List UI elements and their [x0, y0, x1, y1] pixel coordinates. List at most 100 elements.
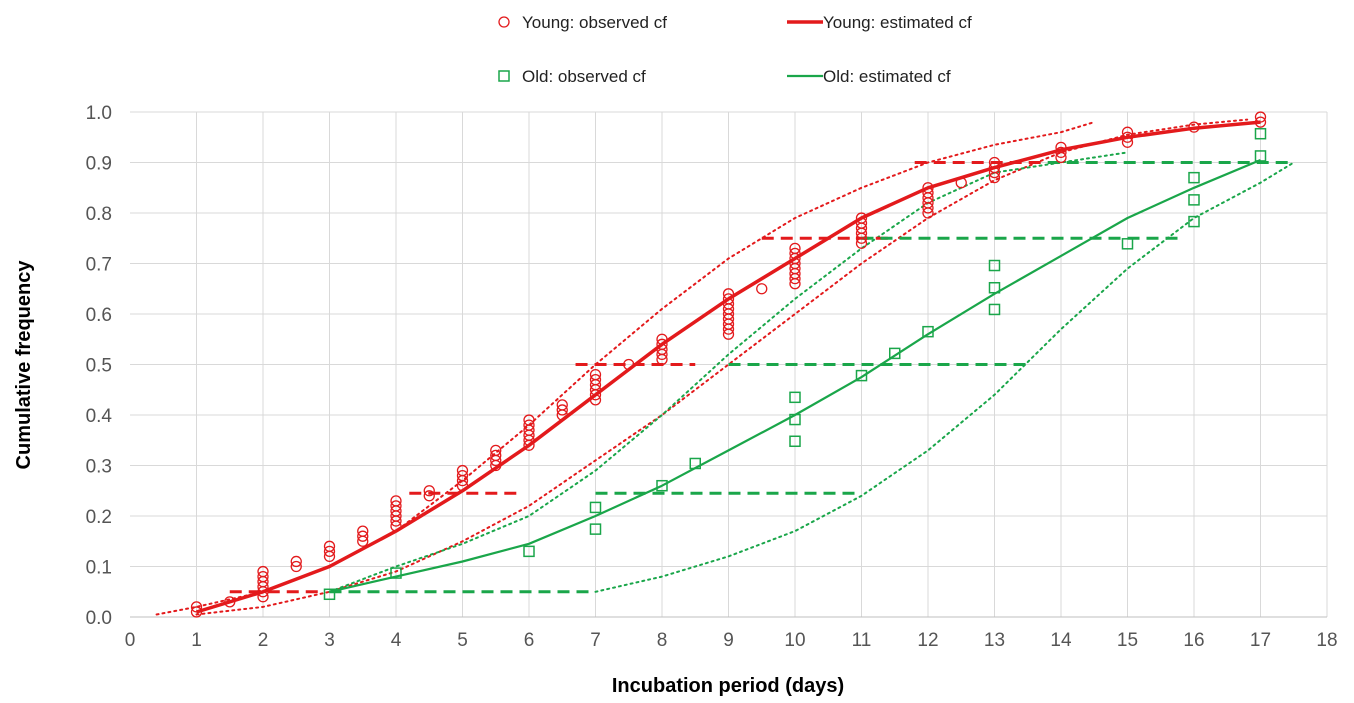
old-observed-point — [789, 435, 801, 448]
young-observed-point — [656, 338, 668, 350]
old-observed-point — [988, 303, 1001, 316]
y-axis-title: Cumulative frequency — [13, 260, 35, 470]
young-observed-point — [789, 242, 801, 255]
young-observed-point — [922, 187, 934, 199]
young-observed-point — [556, 399, 568, 411]
legend-label: Old: estimated cf — [823, 67, 951, 86]
young-observed-point — [290, 555, 302, 568]
x-tick-label: 6 — [524, 630, 535, 651]
young-observed-point — [589, 368, 602, 381]
y-tick-label: 0.0 — [86, 608, 112, 629]
young-observed-point — [789, 247, 801, 260]
x-tick-label: 7 — [590, 630, 601, 651]
legend: Young: observed cf Young: estimated cf Old… — [498, 13, 972, 86]
x-tick-label: 10 — [784, 630, 805, 651]
x-tick-label: 12 — [917, 630, 938, 651]
y-tick-label: 0.5 — [86, 356, 112, 377]
old-observed-point — [1188, 171, 1200, 184]
old-observed-point — [1188, 194, 1200, 206]
young-observed-point — [390, 495, 402, 507]
young-observed-point — [722, 293, 735, 305]
young-observed-point — [357, 525, 369, 537]
x-tick-labels: 0 1 2 3 4 5 6 7 8 9 10 11 12 13 14 15 16 17 18 — [125, 630, 1338, 651]
young-observed-point — [756, 283, 768, 295]
confidence-bands — [155, 118, 1295, 616]
young-observed-point — [523, 414, 535, 426]
legend-circle-marker — [498, 16, 510, 28]
old-observed-point — [656, 479, 668, 492]
x-tick-label: 8 — [657, 630, 668, 651]
y-tick-label: 0.4 — [86, 406, 113, 427]
young-observed-point — [257, 565, 269, 578]
y-tick-label: 0.6 — [86, 305, 112, 326]
old-observed-point — [1254, 150, 1267, 162]
young-observed-point — [855, 217, 868, 229]
observed-points — [190, 111, 1267, 618]
percentile-segments — [229, 161, 1294, 594]
young-observed-point — [190, 601, 203, 613]
young-observed-point — [423, 490, 435, 502]
y-tick-label: 0.2 — [86, 507, 112, 528]
young-observed-point — [922, 182, 934, 194]
x-tick-label: 16 — [1183, 630, 1204, 651]
young-observed-point — [290, 560, 302, 573]
young-observed-point — [224, 596, 236, 608]
y-tick-label: 0.7 — [86, 255, 112, 276]
old-observed-point — [789, 413, 801, 426]
x-tick-label: 18 — [1316, 630, 1337, 651]
x-tick-label: 1 — [191, 630, 202, 651]
old-observed-point — [523, 545, 535, 558]
x-tick-label: 13 — [984, 630, 1005, 651]
y-tick-label: 1.0 — [86, 103, 112, 124]
x-tick-label: 4 — [391, 630, 402, 651]
legend-label: Young: estimated cf — [823, 13, 972, 32]
old-observed-point — [1121, 238, 1134, 250]
young-observed-point — [257, 570, 269, 583]
old-confidence-band — [594, 161, 1295, 593]
young-observed-point — [490, 444, 502, 457]
x-tick-label: 5 — [457, 630, 468, 651]
old-observed-point — [323, 588, 336, 601]
young-observed-point — [456, 464, 469, 477]
young-observed-point — [1055, 146, 1067, 159]
young-observed-point — [589, 373, 602, 386]
young-observed-point — [357, 530, 369, 542]
young-observed-point — [1254, 111, 1267, 123]
old-observed-point — [1188, 215, 1200, 228]
y-tick-label: 0.1 — [86, 558, 112, 579]
young-observed-point — [190, 606, 203, 618]
legend-square-marker — [498, 70, 510, 82]
y-tick-label: 0.8 — [86, 204, 112, 225]
young-observed-point — [988, 156, 1001, 169]
y-tick-label: 0.9 — [86, 154, 112, 175]
young-observed-point — [1254, 116, 1267, 128]
young-confidence-band — [195, 118, 1249, 616]
old-observed-point — [589, 501, 602, 514]
old-observed-point — [390, 567, 402, 579]
y-tick-label: 0.3 — [86, 457, 112, 478]
young-observed-point — [1188, 121, 1200, 133]
old-observed-point — [1254, 127, 1267, 140]
x-axis-title: Incubation period (days) — [612, 675, 844, 697]
legend-label: Young: observed cf — [522, 13, 667, 32]
x-tick-label: 9 — [723, 630, 734, 651]
young-observed-point — [1055, 141, 1067, 154]
young-observed-point — [556, 404, 568, 416]
x-tick-label: 0 — [125, 630, 136, 651]
young-observed-point — [323, 540, 336, 552]
young-observed-point — [423, 485, 435, 497]
young-observed-point — [1121, 126, 1134, 138]
young-observed-point — [323, 545, 336, 557]
x-tick-label: 3 — [324, 630, 335, 651]
old-observed-point — [889, 347, 901, 360]
old-observed-point — [988, 259, 1001, 272]
young-observed-point — [456, 469, 469, 482]
young-observed-point — [390, 500, 402, 512]
young-observed-point — [855, 212, 868, 224]
young-observed-point — [722, 288, 735, 300]
old-observed-point — [589, 523, 602, 535]
y-tick-labels: 0.0 0.1 0.2 0.3 0.4 0.5 0.6 0.7 0.8 0.9 1.0 — [86, 103, 113, 629]
x-tick-label: 17 — [1250, 630, 1271, 651]
young-observed-point — [1121, 131, 1134, 143]
